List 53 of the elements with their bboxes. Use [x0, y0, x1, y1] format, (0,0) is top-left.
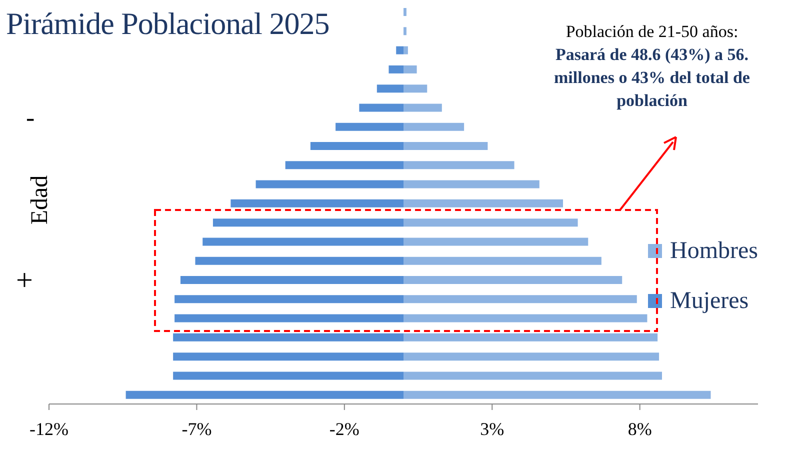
- annotation: Población de 21-50 años:: [564, 21, 740, 43]
- bar: [404, 314, 648, 322]
- bar: [404, 161, 514, 170]
- bar: [256, 180, 404, 188]
- bar: [310, 142, 404, 150]
- bar: [404, 46, 408, 54]
- text: -: [26, 103, 35, 133]
- bar: [404, 142, 488, 150]
- bar: [285, 161, 404, 170]
- bar: [404, 180, 540, 188]
- bar: [404, 333, 658, 342]
- bar: [126, 390, 404, 399]
- bar: [174, 314, 404, 322]
- bar: [404, 295, 637, 304]
- bar: [404, 122, 464, 131]
- bar: [230, 199, 404, 208]
- bar: [404, 8, 406, 16]
- bar: [404, 27, 406, 36]
- bar: [404, 352, 660, 361]
- y-axis-title: Edad: [27, 175, 54, 225]
- bar: [404, 199, 564, 208]
- text: +: [16, 264, 33, 298]
- chart-title: Pirámide Poblacional 2025: [6, 6, 330, 42]
- bar: [404, 390, 711, 399]
- bar: [336, 122, 404, 131]
- x-tick-label: -7%: [182, 418, 212, 439]
- x-tick-label: 3%: [480, 418, 504, 439]
- bar: [212, 218, 404, 227]
- bar: [396, 46, 404, 54]
- bar: [180, 276, 404, 284]
- bar: [404, 372, 662, 380]
- bar: [404, 256, 602, 265]
- x-tick-label: -2%: [329, 418, 360, 439]
- bar: [173, 333, 404, 342]
- bar: [195, 256, 404, 265]
- bar: [173, 352, 404, 361]
- bar: [404, 238, 588, 246]
- bar: [404, 84, 428, 93]
- bar: [388, 65, 404, 74]
- bar: [376, 84, 404, 93]
- x-tick-label: 8%: [628, 418, 652, 439]
- annotation: Pasará de 48.6 (43%) a 56. millones o 43% del total de población: [553, 44, 751, 112]
- legend-label: Hombres: [669, 236, 759, 266]
- bar: [173, 372, 404, 380]
- bar: [404, 218, 578, 227]
- bar: [404, 276, 622, 284]
- legend-label: Mujeres: [669, 286, 750, 316]
- bar: [359, 104, 404, 112]
- bar: [174, 295, 404, 304]
- bar: [202, 238, 404, 246]
- x-tick-label: -12%: [30, 418, 68, 439]
- bar: [404, 65, 417, 74]
- bar: [404, 104, 442, 112]
